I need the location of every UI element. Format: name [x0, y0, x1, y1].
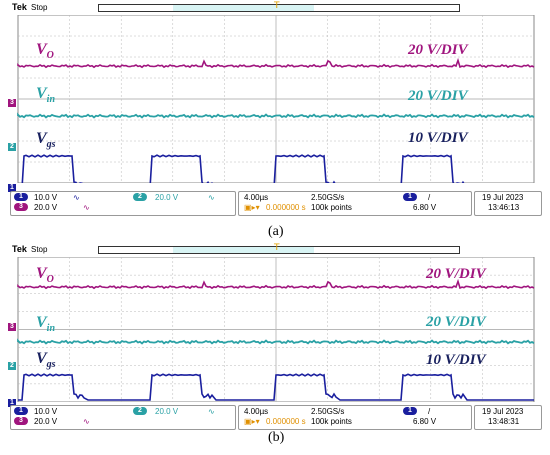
timebase-box[interactable]: [238, 191, 472, 216]
record-view-window[interactable]: [173, 247, 314, 253]
channel-settings-box[interactable]: [10, 405, 236, 430]
scope-top-bar: Tek Stop T: [8, 244, 542, 257]
record-points: 100k points: [311, 203, 352, 212]
waveform-graticule: [17, 257, 535, 402]
ch1-badge: 1: [14, 193, 28, 201]
ch3-badge: 3: [14, 417, 28, 425]
vo-label: VO: [36, 41, 54, 62]
oscilloscope-panel-b: Tek Stop T 3 2 1 VO 20 V/DIV Vin 20 V/DI…: [8, 244, 542, 430]
record-view-window[interactable]: [173, 5, 314, 11]
ch1-ground-marker[interactable]: 1: [8, 184, 16, 192]
trigger-offset-icon: ▣▸▾: [244, 417, 260, 426]
acquisition-state: Stop: [31, 3, 48, 12]
ch2-badge: 2: [133, 193, 147, 201]
ch1-coupling-icon: ∿: [73, 193, 80, 202]
trigger-source-badge: 1: [403, 193, 417, 201]
ch3-scale: 20.0 V: [34, 417, 58, 426]
record-points: 100k points: [311, 417, 352, 426]
ch3-badge: 3: [14, 203, 28, 211]
vin-scale-label: 20 V/DIV: [426, 314, 486, 330]
ch2-scale: 20.0 V: [155, 407, 179, 416]
vin-waveform: [17, 112, 535, 119]
timebase-box[interactable]: [238, 405, 472, 430]
vin-waveform: [17, 338, 535, 345]
sample-rate: 2.50GS/s: [311, 407, 345, 416]
vgs-waveform: [18, 373, 534, 401]
trigger-position-icon[interactable]: T: [274, 1, 280, 11]
trigger-position-icon[interactable]: T: [274, 243, 280, 253]
acquisition-state: Stop: [31, 245, 48, 254]
vin-label: Vin: [36, 85, 56, 106]
ch1-scale: 10.0 V: [34, 407, 58, 416]
vgs-scale-label: 10 V/DIV: [426, 352, 486, 368]
brand-logo: Tek: [12, 244, 27, 254]
ch1-badge: 1: [14, 407, 28, 415]
waveform-graticule: [17, 15, 535, 183]
vo-scale-label: 20 V/DIV: [408, 42, 468, 58]
trigger-offset-icon: ▣▸▾: [244, 203, 260, 212]
date-display: 19 Jul 2023: [482, 407, 524, 416]
trigger-offset: 0.000000 s: [266, 417, 306, 426]
timebase-value: 4.00µs: [244, 193, 269, 202]
ch3-scale: 20.0 V: [34, 203, 58, 212]
trigger-slope-icon: /: [428, 407, 431, 416]
ch2-coupling-icon: ∿: [208, 193, 215, 202]
ch2-scale: 20.0 V: [155, 193, 179, 202]
ch3-ground-marker[interactable]: 3: [8, 99, 16, 107]
vgs-waveform: [21, 154, 465, 183]
status-bar: 1 10.0 V 3 20.0 V ∿ 2 20.0 V ∿ 4.00µs ▣▸…: [8, 405, 542, 430]
trigger-offset: 0.000000 s: [266, 203, 306, 212]
vo-scale-label: 20 V/DIV: [426, 266, 486, 282]
vo-label: VO: [36, 265, 54, 286]
channel-settings-box[interactable]: [10, 191, 236, 216]
ch3-coupling-icon: ∿: [83, 203, 90, 212]
ch2-ground-marker[interactable]: 2: [8, 143, 16, 151]
trigger-slope-icon: /: [428, 193, 431, 202]
time-display: 13:46:13: [488, 203, 520, 212]
time-display: 13:48:31: [488, 417, 520, 426]
oscilloscope-panel-a: Tek Stop T 3 2 1 VO 20 V/DIV Vin 20 V/DI…: [8, 2, 542, 216]
brand-logo: Tek: [12, 2, 27, 12]
caption-a: (a): [268, 224, 284, 239]
status-bar: 1 10.0 V 3 20.0 V ∿ 2 20.0 V ∿ ∿ 4.00µs …: [8, 191, 542, 216]
vo-waveform: [17, 57, 535, 69]
vgs-label: Vgs: [36, 350, 56, 371]
timebase-value: 4.00µs: [244, 407, 269, 416]
ch2-badge: 2: [133, 407, 147, 415]
vo-waveform: [17, 278, 535, 290]
ch3-coupling-icon: ∿: [83, 417, 90, 426]
vin-scale-label: 20 V/DIV: [408, 88, 468, 104]
vgs-label: Vgs: [36, 130, 56, 151]
trigger-level: 6.80 V: [413, 417, 437, 426]
ch1-scale: 10.0 V: [34, 193, 58, 202]
ch1-ground-marker[interactable]: 1: [8, 399, 16, 407]
ch2-ground-marker[interactable]: 2: [8, 362, 16, 370]
sample-rate: 2.50GS/s: [311, 193, 345, 202]
scope-top-bar: Tek Stop T: [8, 2, 542, 15]
ch3-ground-marker[interactable]: 3: [8, 323, 16, 331]
record-length-bar[interactable]: [98, 4, 460, 12]
vgs-scale-label: 10 V/DIV: [408, 130, 468, 146]
datetime-box: [474, 191, 542, 216]
vin-label: Vin: [36, 314, 56, 335]
trigger-source-badge: 1: [403, 407, 417, 415]
ch2-coupling-icon: ∿: [208, 407, 215, 416]
record-length-bar[interactable]: [98, 246, 460, 254]
caption-b: (b): [268, 430, 285, 445]
datetime-box: [474, 405, 542, 430]
date-display: 19 Jul 2023: [482, 193, 524, 202]
trigger-level: 6.80 V: [413, 203, 437, 212]
